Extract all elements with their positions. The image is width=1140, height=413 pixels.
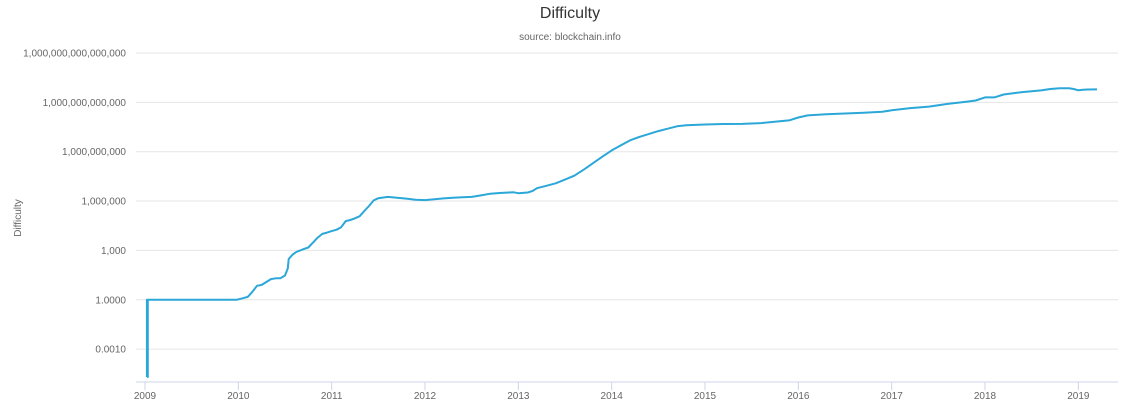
- y-tick-label: 0.0010: [95, 345, 126, 356]
- grid-lines: [136, 52, 1118, 350]
- y-tick-label: 1,000: [101, 246, 126, 257]
- x-axis-ticks: 2009 2010 2011 2012 2013 2014 2015 2016 2017 2018…: [134, 382, 1090, 402]
- chart-title: Difficulty: [540, 5, 600, 22]
- y-tick-label: 1,000,000,000,000,000: [23, 49, 126, 60]
- x-tick-label: 2016: [787, 391, 810, 402]
- y-axis-ticks: 1,000,000,000,000,000 1,000,000,000,000 1,…: [23, 49, 126, 356]
- x-tick-label: 2015: [694, 391, 717, 402]
- x-tick-label: 2013: [507, 391, 530, 402]
- x-tick-label: 2019: [1067, 391, 1090, 402]
- y-tick-label: 1,000,000,000: [62, 147, 126, 158]
- y-axis-title: Difficulty: [13, 199, 24, 237]
- y-tick-label: 1,000,000,000,000: [43, 98, 127, 109]
- y-tick-label: 1.0000: [95, 295, 126, 306]
- x-tick-label: 2010: [227, 391, 250, 402]
- x-tick-label: 2012: [414, 391, 437, 402]
- x-tick-label: 2017: [881, 391, 904, 402]
- x-tick-label: 2014: [601, 391, 624, 402]
- chart-subtitle: source: blockchain.info: [519, 32, 621, 43]
- y-tick-label: 1,000,000: [82, 197, 127, 208]
- x-tick-label: 2018: [974, 391, 997, 402]
- x-tick-label: 2011: [321, 391, 343, 402]
- difficulty-series-line: [145, 87, 1098, 378]
- x-tick-label: 2009: [134, 391, 157, 402]
